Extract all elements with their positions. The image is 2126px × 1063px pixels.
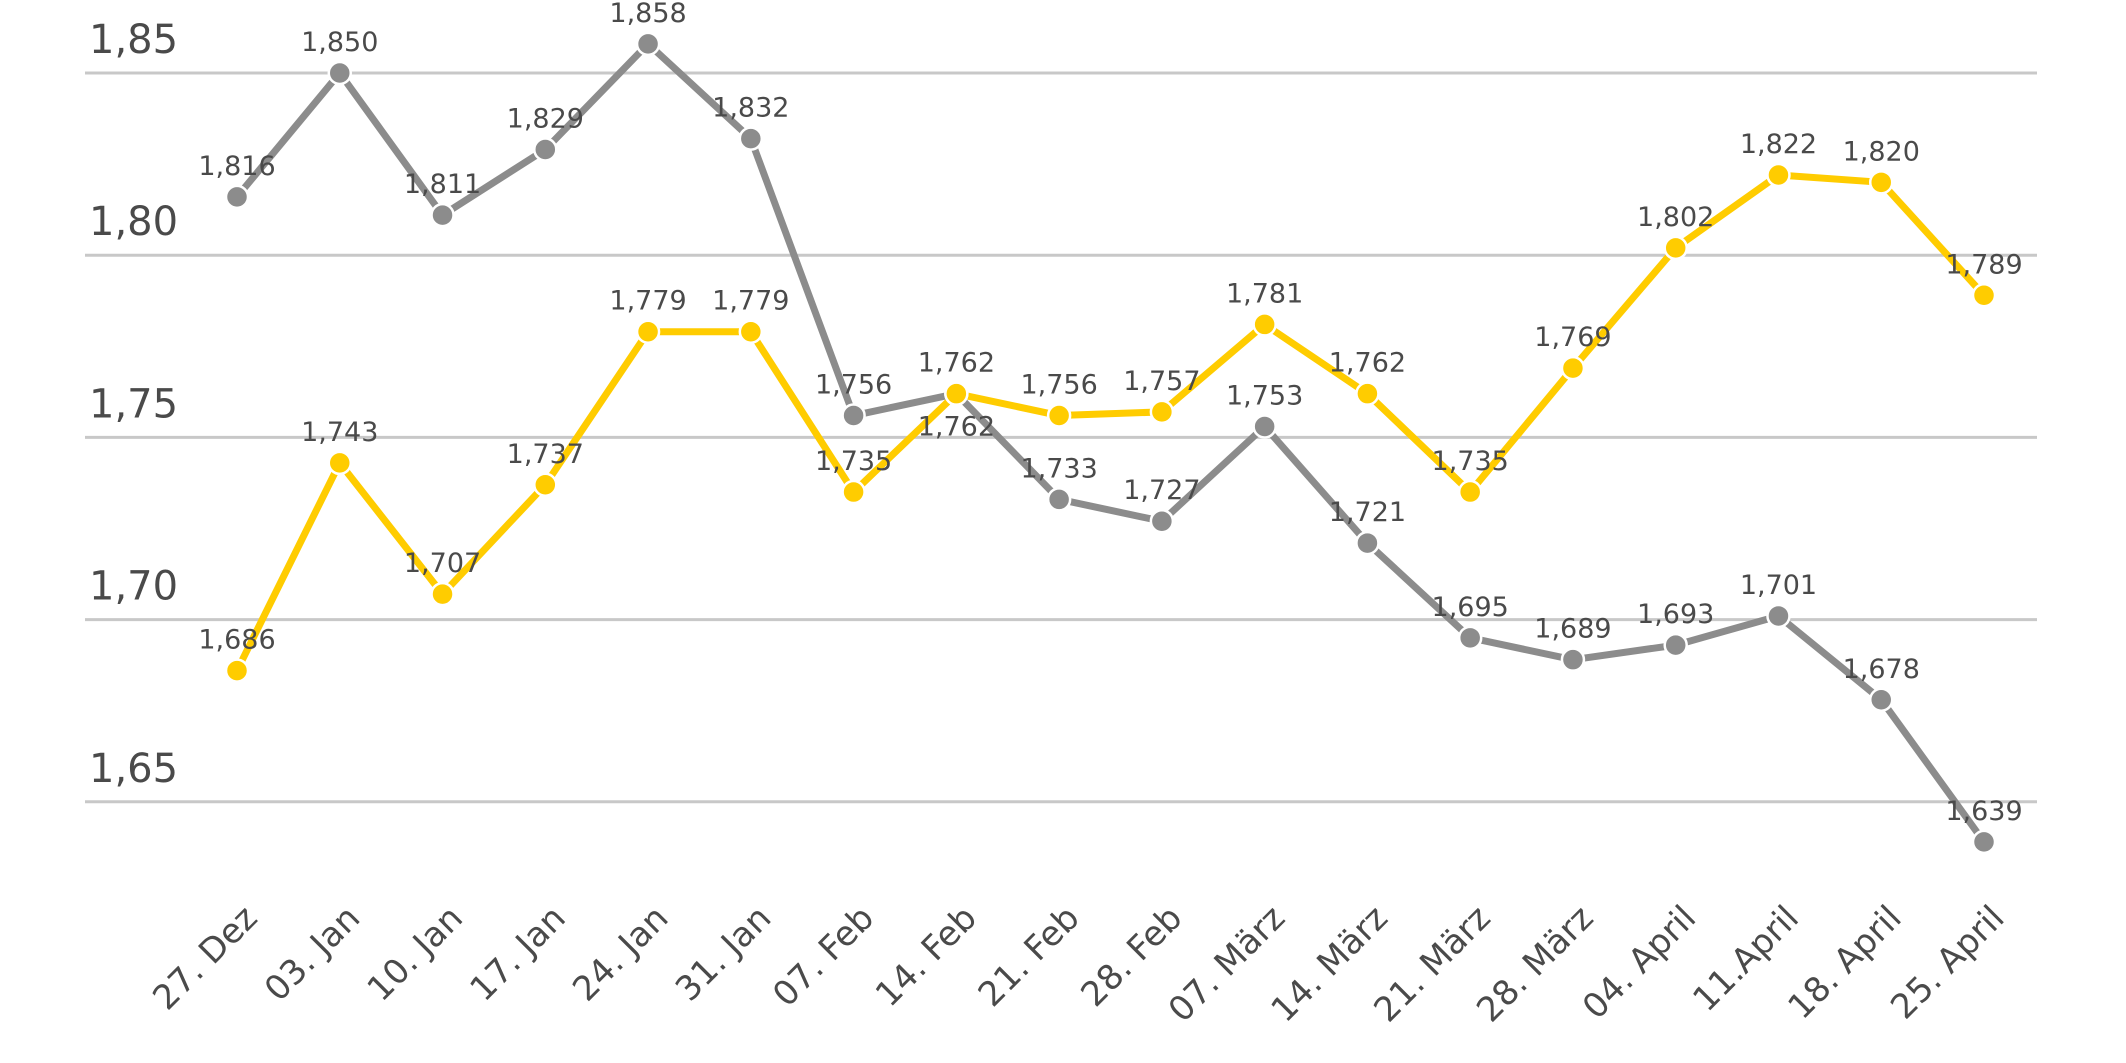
data-label: 1,753 [1226, 380, 1303, 411]
data-label: 1,832 [712, 93, 789, 124]
data-point [738, 126, 764, 151]
data-point [841, 479, 866, 505]
data-label: 1,756 [1020, 370, 1097, 401]
y-tick-label: 1,70 [89, 564, 178, 610]
data-point [1868, 687, 1894, 713]
data-point [1457, 479, 1483, 505]
x-tick-label: 27. Dez [145, 898, 265, 1018]
series-lines [233, 40, 1987, 844]
y-tick-label: 1,65 [89, 746, 178, 792]
data-label: 1,735 [815, 446, 892, 477]
data-point [1355, 381, 1380, 406]
data-point [1046, 403, 1072, 428]
data-point [1355, 530, 1380, 556]
data-point [1457, 625, 1483, 651]
data-label: 1,858 [609, 0, 686, 29]
data-label: 1,822 [1740, 129, 1817, 160]
data-point [1766, 603, 1791, 629]
data-point [327, 450, 353, 476]
data-label: 1,733 [1020, 453, 1097, 484]
x-tick-label: 07. Feb [765, 898, 882, 1015]
data-label: 1,820 [1843, 136, 1920, 167]
data-label: 1,678 [1843, 654, 1920, 685]
data-point [635, 31, 661, 57]
x-tick-label: 03. Jan [257, 898, 368, 1009]
data-point [1971, 283, 1997, 308]
data-label: 1,829 [507, 104, 584, 135]
data-point [430, 202, 455, 228]
data-label: 1,779 [712, 286, 789, 317]
data-label: 1,707 [404, 548, 481, 579]
y-axis-ticks: 1,65 1,70 1,75 1,80 1,85 [89, 17, 178, 792]
data-point [1766, 162, 1791, 188]
data-labels: 1,816 1,850 1,811 1,829 1,858 1,832 1,756 1,762… [198, 0, 2022, 827]
data-label: 1,802 [1637, 202, 1714, 233]
y-tick-label: 1,85 [89, 17, 178, 63]
data-point [1868, 170, 1894, 195]
data-point [1046, 487, 1072, 512]
data-label: 1,781 [1226, 278, 1303, 309]
data-label: 1,811 [404, 169, 481, 200]
x-tick-label: 25. April [1883, 898, 2012, 1027]
data-point [635, 319, 661, 344]
data-point [944, 381, 969, 406]
x-tick-label: 17. Jan [462, 898, 573, 1009]
data-label: 1,721 [1329, 497, 1406, 528]
data-label: 1,689 [1534, 614, 1611, 645]
data-point [1971, 829, 1997, 855]
data-point [327, 60, 353, 86]
data-point [430, 581, 455, 607]
data-point [224, 658, 250, 683]
data-label: 1,779 [609, 286, 686, 317]
y-tick-label: 1,80 [89, 199, 178, 245]
data-label: 1,701 [1740, 570, 1817, 601]
data-label: 1,816 [198, 151, 275, 182]
x-tick-label: 31. Jan [668, 898, 779, 1009]
series-line-1 [233, 171, 1987, 673]
data-label: 1,769 [1534, 322, 1611, 353]
data-point [738, 319, 764, 344]
data-label: 1,686 [198, 625, 275, 656]
data-point [1252, 414, 1277, 439]
data-label: 1,789 [1945, 249, 2022, 280]
data-label: 1,693 [1637, 599, 1714, 630]
data-point [1663, 632, 1688, 658]
series-points [224, 31, 1997, 855]
data-label: 1,757 [1123, 366, 1200, 397]
data-point [533, 137, 558, 162]
data-label: 1,756 [815, 370, 892, 401]
series-line-0 [234, 40, 1987, 844]
data-label: 1,737 [507, 439, 584, 470]
x-tick-label: 18. April [1780, 898, 1909, 1027]
data-point [1252, 312, 1277, 337]
data-point [841, 403, 866, 428]
x-tick-label: 10. Jan [360, 898, 471, 1009]
data-label: 1,762 [1329, 348, 1406, 379]
x-tick-label: 14. Feb [868, 898, 985, 1015]
data-label: 1,762 [918, 348, 995, 379]
data-label: 1,695 [1432, 592, 1509, 623]
data-point [1560, 647, 1586, 672]
y-tick-label: 1,75 [89, 381, 178, 427]
data-point [1149, 508, 1175, 534]
data-point [1663, 235, 1688, 261]
data-point [1560, 355, 1586, 381]
data-label: 1,727 [1123, 475, 1200, 506]
data-label: 1,735 [1432, 446, 1509, 477]
data-point [1149, 399, 1175, 425]
x-tick-label: 04. April [1575, 898, 1704, 1027]
data-label: 1,639 [1945, 796, 2022, 827]
x-tick-label: 21. Feb [971, 898, 1088, 1015]
data-label: 1,743 [301, 417, 378, 448]
data-label: 1,850 [301, 27, 378, 58]
gridlines [85, 71, 2037, 804]
x-tick-label: 24. Jan [565, 898, 676, 1009]
data-point [224, 184, 250, 210]
data-point [533, 472, 558, 498]
data-label: 1,762 [918, 412, 995, 443]
